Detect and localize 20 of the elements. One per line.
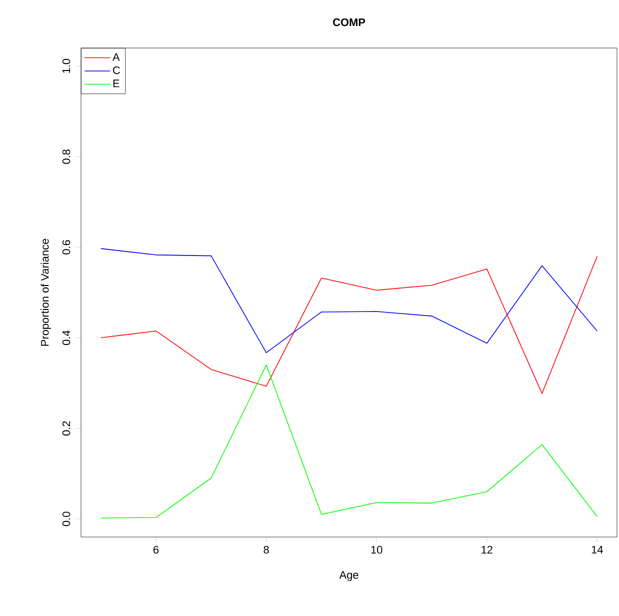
x-tick-label: 10: [371, 546, 382, 554]
x-tick-label: 8: [264, 546, 269, 554]
chart-title: COMP: [333, 18, 366, 26]
legend-label: E: [113, 80, 120, 88]
x-tick-label: 12: [482, 546, 492, 554]
y-tick-label: 0.0: [62, 512, 70, 526]
x-tick-label: 14: [592, 546, 603, 554]
y-tick-label: 0.6: [62, 240, 70, 254]
line-series: [100, 256, 598, 394]
y-tick-label: 0.8: [62, 150, 70, 164]
line-series: [100, 364, 598, 518]
y-tick-label: 0.4: [62, 330, 70, 345]
line-series: [100, 248, 598, 354]
legend-label: A: [112, 53, 120, 61]
y-axis-title: Proportion of Variance: [40, 238, 51, 346]
x-axis-title: Age: [339, 571, 358, 581]
y-tick-label: 0.2: [62, 421, 70, 436]
y-tick-label: 1.0: [62, 58, 70, 73]
x-tick-label: 6: [154, 546, 159, 554]
legend-label: C: [113, 66, 120, 74]
